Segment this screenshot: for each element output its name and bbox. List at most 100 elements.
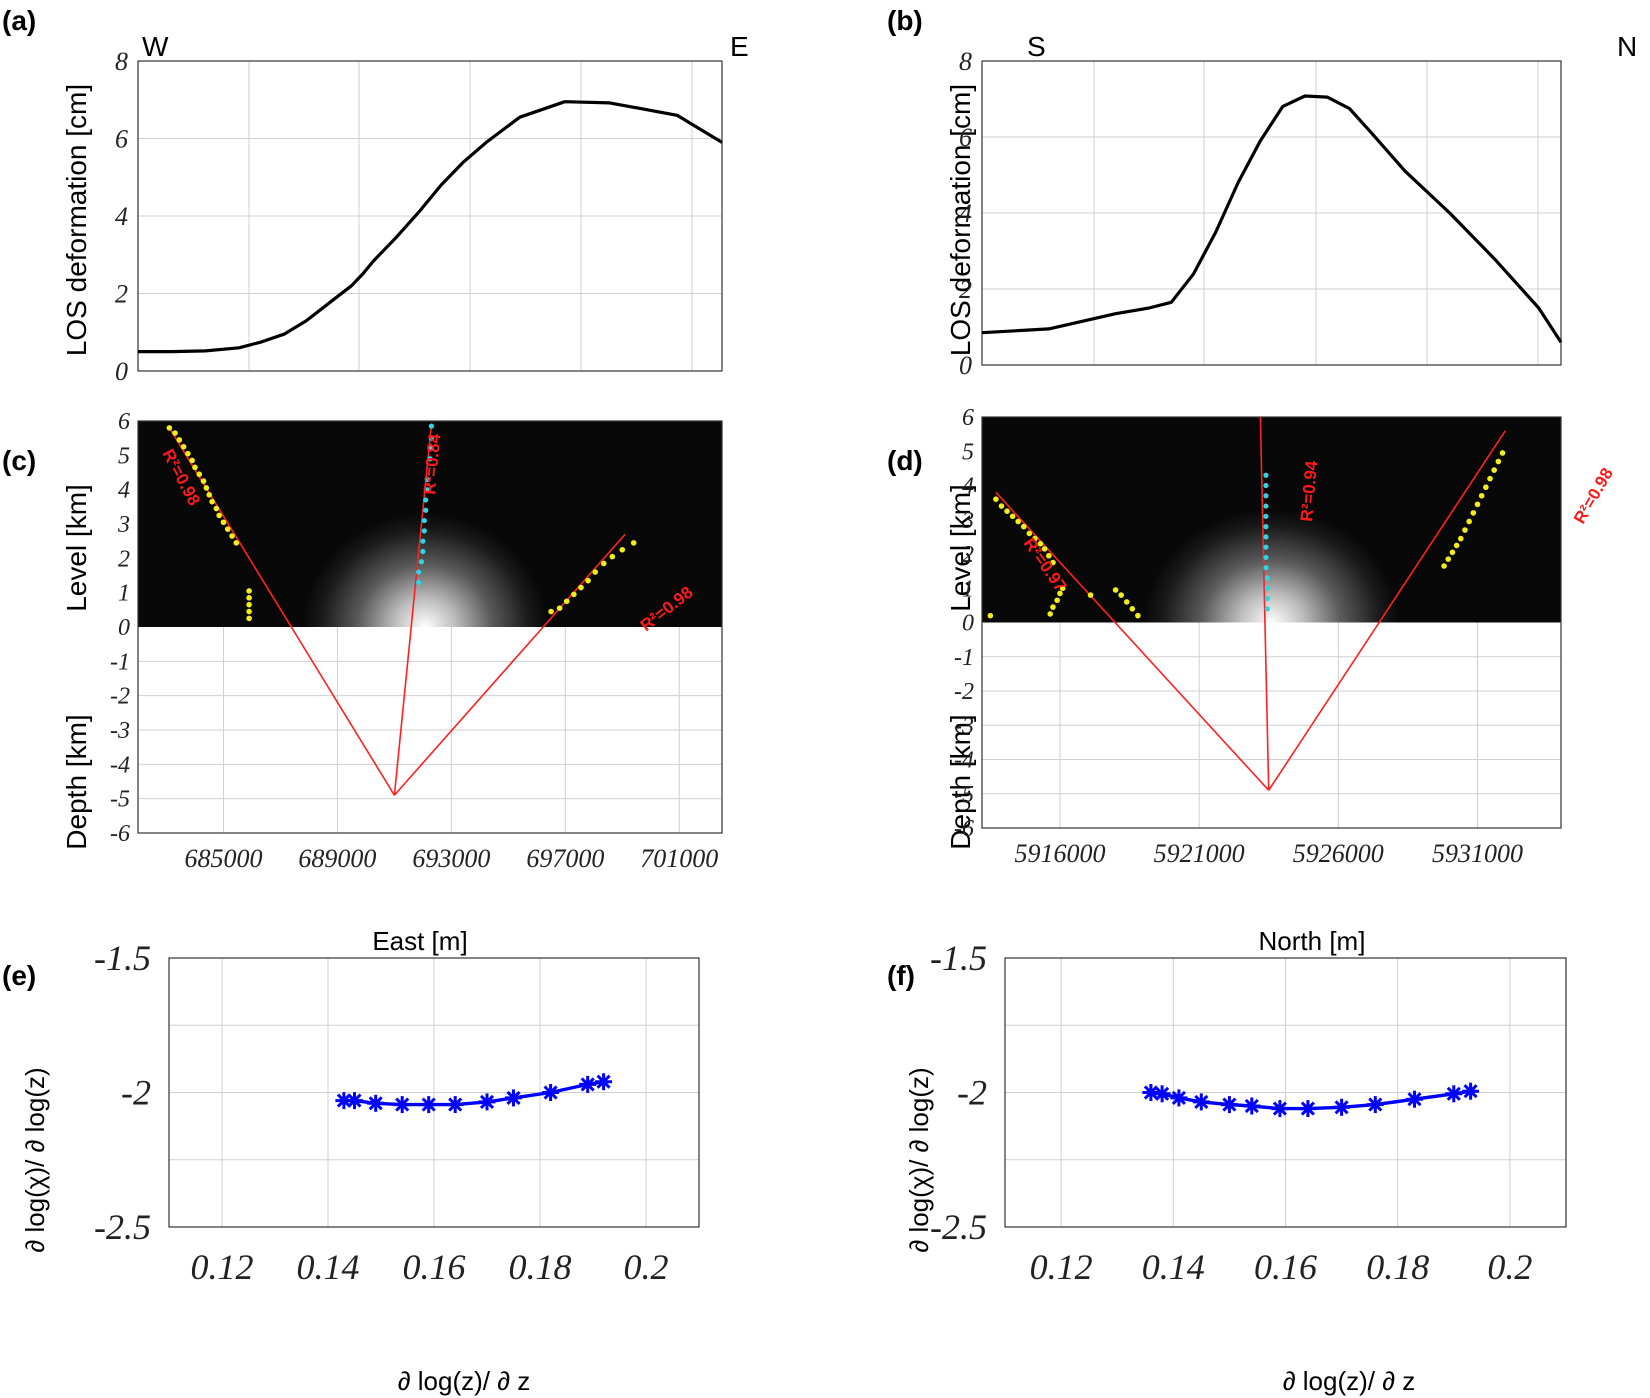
f-asterisk-marker [1406, 1090, 1423, 1108]
d-yellow-point [1474, 501, 1481, 508]
c-cyan-point [420, 548, 426, 555]
d-yellow-point [1054, 597, 1060, 604]
d-yellow-point [1020, 523, 1027, 530]
f-asterisk-marker [1243, 1097, 1261, 1115]
d-yellow-point [993, 496, 999, 503]
e-asterisk-marker [542, 1084, 560, 1101]
c-cyan-point [428, 435, 435, 441]
f-ytick-label: -2 [957, 1073, 987, 1113]
c-yellow-point [609, 553, 616, 560]
c-cyan-point [423, 507, 429, 513]
d-axes-frame [981, 416, 1562, 829]
d-yellow-point [1050, 559, 1056, 566]
e-asterisk-marker [595, 1073, 613, 1091]
c-ytick-label: -4 [110, 752, 130, 778]
f-asterisk-marker [1220, 1096, 1238, 1114]
d-yellow-point [1466, 518, 1472, 525]
c-ytick-label: -1 [110, 649, 130, 675]
panel-label-e: (e) [2, 960, 36, 991]
d-ytick-label: 1 [962, 576, 974, 602]
d-ytick-label: -5 [954, 782, 974, 808]
d-cyan-point [1263, 482, 1269, 489]
panel-label-a: (a) [2, 5, 36, 36]
panel-label-c: (c) [2, 445, 36, 476]
c-xtick-label: 689000 [298, 844, 376, 873]
d-cyan-point [1264, 575, 1270, 581]
b-ytick-label: 8 [959, 47, 972, 76]
c-yellow-point [176, 437, 183, 443]
c-yellow-point [196, 471, 203, 478]
e-asterisk-marker [420, 1096, 438, 1114]
c-yellow-point [619, 546, 626, 553]
c-yellow-point [246, 595, 252, 601]
e-ytick-label: -2.5 [94, 1207, 151, 1247]
panel-e-ylabel: ∂ log(χ)/ ∂ log(z) [20, 1067, 50, 1252]
c-ytick-label: 6 [118, 409, 130, 435]
d-yellow-point [1441, 563, 1447, 569]
direction-label-west: W [142, 31, 169, 62]
c-ytick-label: -6 [110, 821, 130, 847]
d-yellow-point [1032, 535, 1038, 542]
c-yellow-point [192, 464, 198, 471]
f-asterisk-marker [1333, 1098, 1351, 1116]
panel-e-gradient-plot: 0.12 0.14 0.16 0.18 0.2 -2.5 -2 -1.5 [94, 938, 700, 1287]
panel-c-xlabel: East [m] [372, 926, 467, 956]
e-xtick-label: 0.16 [403, 1247, 466, 1287]
d-yellow-point [1037, 540, 1044, 547]
e-asterisk-marker [478, 1093, 496, 1111]
d-yellow-point [1457, 535, 1464, 542]
d-ytick-label: -3 [954, 713, 974, 739]
d-yellow-point [1009, 513, 1016, 520]
f-ytick-label: -2.5 [930, 1207, 987, 1247]
d-ytick-label: -4 [954, 748, 974, 774]
c-yellow-point [220, 519, 227, 526]
d-ytick-label: 4 [962, 474, 974, 500]
c-yellow-point [209, 498, 215, 505]
c-yellow-point [585, 577, 591, 584]
d-field-image [982, 417, 1561, 623]
c-yellow-point [172, 430, 178, 436]
d-yellow-point [1470, 510, 1477, 516]
d-fit-line-1 [1259, 416, 1270, 791]
a-ytick-label: 0 [115, 357, 128, 386]
d-yellow-point [1047, 611, 1053, 617]
c-yellow-point [246, 588, 252, 594]
f-asterisk-marker [1445, 1085, 1463, 1103]
d-cyan-point [1263, 534, 1269, 540]
panel-e-xlabel: ∂ log(z)/ ∂ z [398, 1366, 531, 1396]
d-yellow-point [1118, 592, 1124, 598]
c-yellow-point [203, 485, 210, 491]
c-ytick-label: -2 [110, 684, 130, 710]
c-cyan-point [428, 445, 435, 452]
e-ytick-label: -1.5 [94, 938, 151, 978]
panel-c-depth-section: 685000 689000 693000 697000 701000 -6 -5 -4 -3 -2… [110, 409, 723, 873]
c-yellow-point [213, 505, 220, 512]
f-xtick-label: 0.14 [1142, 1247, 1205, 1287]
e-asterisk-marker [446, 1096, 464, 1114]
c-ytick-label: 1 [118, 581, 130, 607]
d-cyan-point [1263, 544, 1269, 550]
b-ytick-label: 4 [959, 199, 972, 228]
c-yellow-point [246, 615, 252, 622]
f-xtick-label: 0.16 [1254, 1247, 1317, 1287]
panel-b-los-profile: 0 2 4 6 8 [959, 47, 1563, 380]
c-field-image [138, 421, 722, 627]
d-yellow-point [1129, 606, 1136, 612]
d-yellow-point [1050, 604, 1056, 610]
c-cyan-point [424, 487, 430, 493]
d-ytick-label: -1 [954, 645, 974, 671]
d-yellow-point [1499, 450, 1506, 456]
d-yellow-point [1449, 549, 1456, 556]
a-ytick-label: 8 [115, 47, 128, 76]
d-yellow-point [1491, 467, 1497, 473]
f-xtick-label: 0.12 [1030, 1247, 1093, 1287]
c-yellow-point [246, 601, 252, 608]
c-ytick-label: 3 [117, 512, 130, 538]
c-yellow-point [630, 540, 637, 546]
b-ytick-label: 0 [959, 351, 972, 380]
f-axes-frame [1004, 957, 1567, 1228]
c-yellow-point [180, 443, 187, 450]
c-cyan-point [421, 517, 427, 524]
d-yellow-point [1495, 458, 1502, 465]
c-ytick-label: 5 [118, 443, 130, 469]
